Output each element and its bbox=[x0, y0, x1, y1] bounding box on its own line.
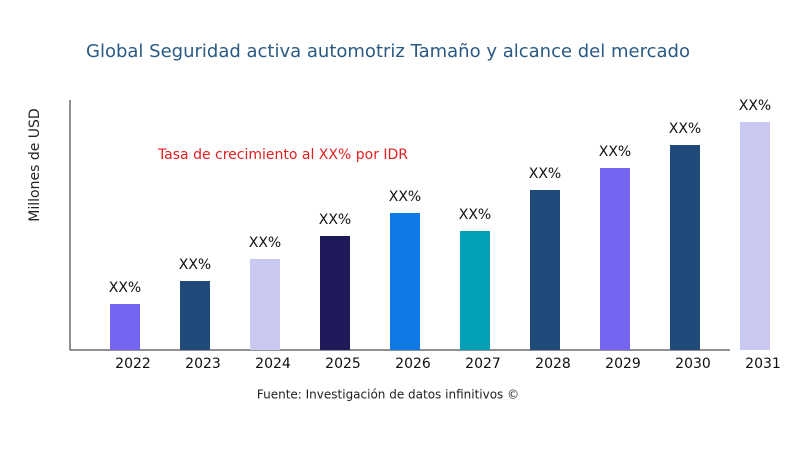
x-tick-label: 2027 bbox=[465, 356, 501, 372]
x-tick-label: 2022 bbox=[115, 356, 151, 372]
x-tick-label: 2030 bbox=[675, 356, 711, 372]
chart-title: Global Seguridad activa automotriz Tamañ… bbox=[86, 41, 690, 62]
x-tick-label: 2023 bbox=[185, 356, 221, 372]
x-tick-label: 2025 bbox=[325, 356, 361, 372]
data-label: XX% bbox=[389, 189, 421, 205]
bar bbox=[740, 122, 770, 350]
bar bbox=[180, 281, 210, 350]
data-label: XX% bbox=[319, 212, 351, 228]
bar bbox=[670, 145, 700, 350]
bar bbox=[110, 304, 140, 350]
bar bbox=[320, 236, 350, 350]
x-tick-label: 2028 bbox=[535, 356, 571, 372]
data-label: XX% bbox=[249, 235, 281, 251]
x-tick-label: 2024 bbox=[255, 356, 291, 372]
data-label: XX% bbox=[669, 121, 701, 137]
data-label: XX% bbox=[599, 144, 631, 160]
bar bbox=[390, 213, 420, 350]
annotation: Tasa de crecimiento al XX% por IDR bbox=[157, 147, 408, 163]
data-label: XX% bbox=[739, 98, 771, 114]
bar bbox=[460, 231, 490, 350]
data-label: XX% bbox=[529, 166, 561, 182]
source: Fuente: Investigación de datos infinitiv… bbox=[257, 388, 519, 402]
data-label: XX% bbox=[459, 207, 491, 223]
y-axis-label: Millones de USD bbox=[27, 108, 43, 221]
bar bbox=[600, 168, 630, 350]
bar bbox=[250, 259, 280, 350]
x-tick-label: 2031 bbox=[745, 356, 781, 372]
x-tick-label: 2029 bbox=[605, 356, 641, 372]
bar bbox=[530, 190, 560, 350]
x-tick-label: 2026 bbox=[395, 356, 431, 372]
data-label: XX% bbox=[109, 280, 141, 296]
data-label: XX% bbox=[179, 257, 211, 273]
